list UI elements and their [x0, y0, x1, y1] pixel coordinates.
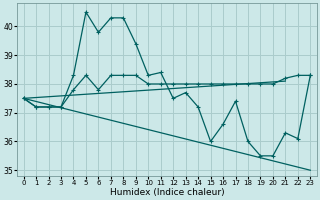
X-axis label: Humidex (Indice chaleur): Humidex (Indice chaleur) [110, 188, 224, 197]
